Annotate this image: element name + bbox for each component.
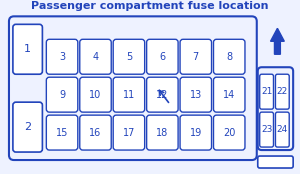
FancyBboxPatch shape <box>147 39 178 74</box>
Polygon shape <box>271 28 284 54</box>
FancyBboxPatch shape <box>113 77 145 112</box>
Text: 15: 15 <box>56 128 68 138</box>
FancyBboxPatch shape <box>80 39 111 74</box>
Text: 1: 1 <box>24 44 31 54</box>
Text: 14: 14 <box>223 90 236 100</box>
FancyBboxPatch shape <box>113 115 145 150</box>
Text: 11: 11 <box>123 90 135 100</box>
Text: 16: 16 <box>89 128 102 138</box>
Text: 13: 13 <box>190 90 202 100</box>
Text: 8: 8 <box>226 52 232 62</box>
Text: 21: 21 <box>261 87 272 96</box>
FancyBboxPatch shape <box>80 115 111 150</box>
FancyBboxPatch shape <box>258 67 293 150</box>
FancyBboxPatch shape <box>275 112 289 147</box>
FancyBboxPatch shape <box>9 16 257 160</box>
Text: 10: 10 <box>89 90 102 100</box>
FancyBboxPatch shape <box>147 115 178 150</box>
FancyBboxPatch shape <box>180 77 212 112</box>
Text: 23: 23 <box>261 125 272 134</box>
Text: 6: 6 <box>159 52 165 62</box>
Text: 24: 24 <box>277 125 288 134</box>
FancyBboxPatch shape <box>275 74 289 109</box>
Text: Passenger compartment fuse location: Passenger compartment fuse location <box>31 1 268 11</box>
FancyBboxPatch shape <box>214 115 245 150</box>
Text: 20: 20 <box>223 128 236 138</box>
FancyBboxPatch shape <box>260 74 274 109</box>
Text: 5: 5 <box>126 52 132 62</box>
FancyBboxPatch shape <box>80 77 111 112</box>
Text: 17: 17 <box>123 128 135 138</box>
FancyBboxPatch shape <box>13 24 42 74</box>
FancyBboxPatch shape <box>258 156 293 168</box>
Text: 19: 19 <box>190 128 202 138</box>
FancyBboxPatch shape <box>147 77 178 112</box>
Text: 3: 3 <box>59 52 65 62</box>
FancyBboxPatch shape <box>13 102 42 152</box>
FancyBboxPatch shape <box>113 39 145 74</box>
Text: 12: 12 <box>156 90 169 100</box>
FancyBboxPatch shape <box>214 77 245 112</box>
FancyBboxPatch shape <box>46 77 78 112</box>
Text: 4: 4 <box>92 52 99 62</box>
Text: 18: 18 <box>156 128 169 138</box>
FancyBboxPatch shape <box>46 115 78 150</box>
FancyBboxPatch shape <box>180 39 212 74</box>
FancyBboxPatch shape <box>180 115 212 150</box>
FancyBboxPatch shape <box>260 112 274 147</box>
FancyBboxPatch shape <box>46 39 78 74</box>
FancyBboxPatch shape <box>214 39 245 74</box>
Text: 22: 22 <box>277 87 288 96</box>
Text: 2: 2 <box>24 122 31 132</box>
Text: 9: 9 <box>59 90 65 100</box>
Text: 7: 7 <box>193 52 199 62</box>
